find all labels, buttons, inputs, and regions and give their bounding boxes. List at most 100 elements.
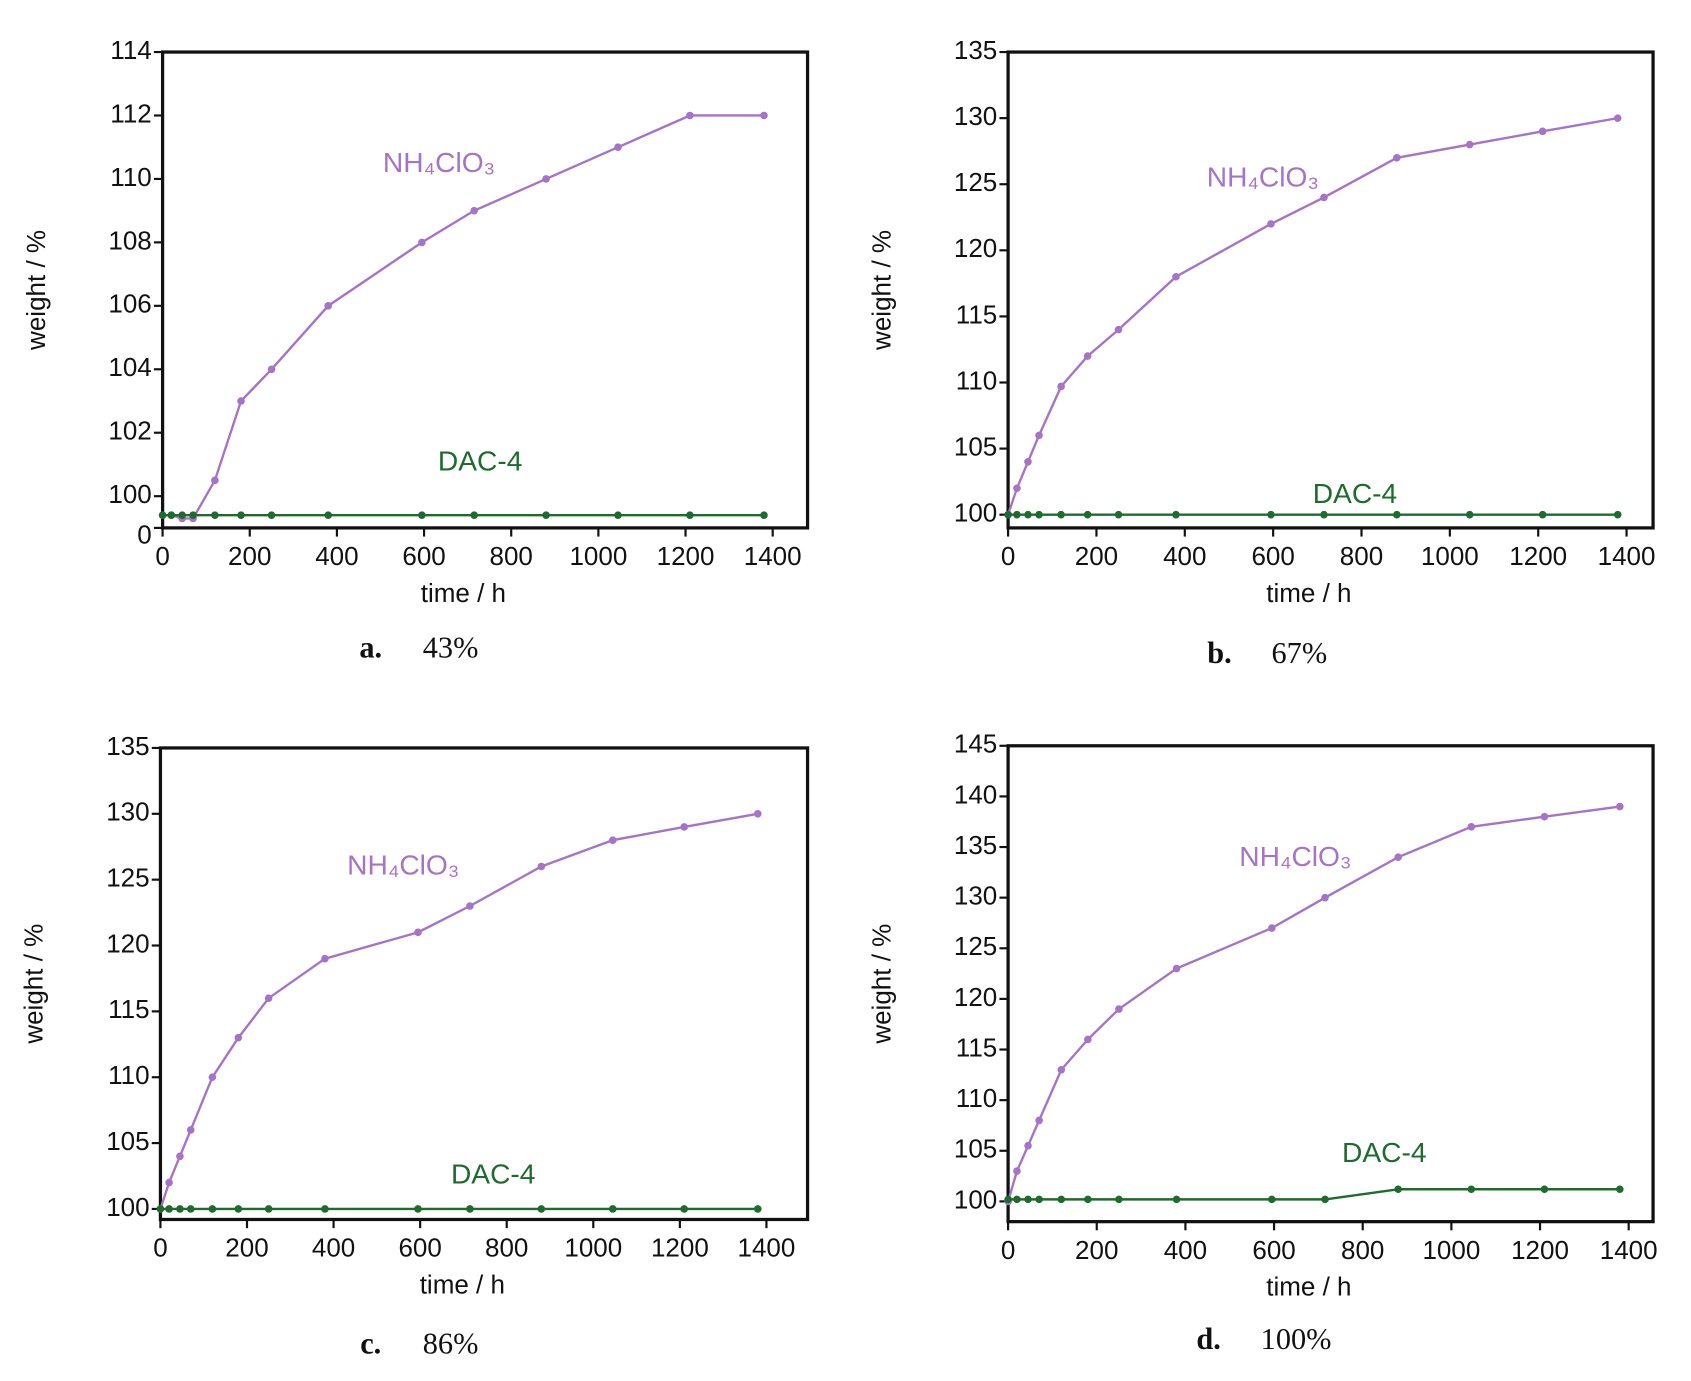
- data-point: [1268, 924, 1276, 932]
- x-tick-label: 1400: [738, 1233, 796, 1263]
- panel-letter: b.: [1207, 636, 1231, 670]
- data-point: [1465, 140, 1474, 149]
- data-point: [237, 397, 245, 405]
- panel-letter: d.: [1196, 1322, 1220, 1356]
- panel-title: 100%: [1261, 1322, 1332, 1356]
- y-tick-label: 135: [106, 731, 149, 761]
- y-tick-label: 115: [108, 994, 149, 1024]
- data-point: [537, 1205, 546, 1213]
- data-point: [1013, 1167, 1021, 1175]
- y-tick-label: 114: [110, 35, 151, 65]
- plot-frame: [160, 50, 810, 530]
- data-point: [614, 143, 622, 152]
- y-tick-label: 0: [137, 519, 151, 549]
- data-point: [321, 1205, 329, 1213]
- x-tick-label: 400: [315, 541, 358, 571]
- data-point: [208, 1073, 217, 1082]
- data-point: [470, 206, 478, 215]
- x-tick-label: 1400: [744, 541, 802, 571]
- data-point: [1013, 484, 1021, 493]
- data-point: [1393, 153, 1401, 162]
- series-label: NH₄ClO₃: [1239, 840, 1351, 872]
- y-tick-label: 100: [106, 1192, 149, 1222]
- y-tick-label: 125: [106, 863, 149, 893]
- data-point: [165, 1205, 173, 1213]
- data-point: [470, 511, 478, 520]
- plot-frame: [1006, 744, 1655, 1224]
- data-point: [1616, 1185, 1624, 1194]
- data-point: [1057, 1065, 1066, 1074]
- y-tick-label: 110: [956, 365, 997, 395]
- data-point: [753, 810, 762, 818]
- data-point: [1320, 510, 1328, 519]
- x-tick-label: 1200: [1511, 1235, 1569, 1265]
- y-tick-label: 120: [954, 233, 997, 263]
- data-point: [189, 511, 197, 520]
- data-point: [267, 365, 276, 374]
- y-axis-label: weight / %: [21, 230, 51, 351]
- data-point: [234, 1033, 243, 1042]
- x-tick-label: 1400: [1600, 1235, 1658, 1265]
- data-point: [1035, 1116, 1043, 1125]
- data-point: [156, 1205, 165, 1213]
- data-point: [542, 511, 550, 520]
- y-tick-label: 130: [954, 881, 997, 911]
- data-point: [186, 1126, 195, 1134]
- data-point: [324, 511, 332, 520]
- x-tick-label: 1400: [1598, 541, 1656, 571]
- data-point: [1267, 220, 1275, 228]
- data-point: [1024, 510, 1032, 519]
- data-point: [1321, 1195, 1329, 1204]
- data-point: [324, 302, 332, 310]
- series-label: NH₄ClO₃: [1207, 160, 1319, 192]
- x-tick-label: 400: [1163, 541, 1206, 571]
- x-tick-label: 0: [1001, 541, 1015, 571]
- y-axis-label: weight / %: [19, 924, 49, 1045]
- data-point: [321, 954, 329, 963]
- series-line: [159, 812, 758, 1210]
- x-tick-label: 0: [155, 541, 169, 571]
- data-point: [1393, 510, 1401, 519]
- x-axis-label: time / h: [420, 1270, 505, 1300]
- x-tick-label: 200: [1075, 541, 1118, 571]
- y-tick-label: 112: [110, 98, 151, 128]
- data-point: [1083, 352, 1092, 360]
- y-tick-label: 100: [954, 498, 997, 528]
- data-point: [1084, 1195, 1092, 1204]
- series-label: DAC-4: [438, 444, 523, 476]
- x-tick-label: 400: [1164, 1235, 1207, 1265]
- y-tick-label: 105: [954, 1134, 997, 1164]
- data-point: [1538, 127, 1547, 136]
- data-point: [1267, 510, 1275, 519]
- data-point: [1024, 1195, 1032, 1204]
- data-point: [1004, 510, 1012, 519]
- data-point: [1035, 431, 1043, 440]
- y-tick-label: 110: [956, 1083, 997, 1113]
- series-label: DAC-4: [1313, 477, 1398, 509]
- y-tick-label: 130: [106, 797, 149, 827]
- y-tick-label: 130: [954, 101, 997, 131]
- data-point: [1083, 510, 1092, 519]
- y-tick-label: 102: [108, 416, 151, 446]
- data-point: [234, 1205, 243, 1213]
- series-label: NH₄ClO₃: [383, 146, 495, 178]
- data-point: [264, 1205, 273, 1213]
- x-tick-label: 200: [228, 541, 271, 571]
- data-point: [1035, 1195, 1043, 1204]
- data-point: [165, 1178, 173, 1187]
- data-point: [608, 836, 617, 844]
- y-tick-label: 115: [956, 1032, 997, 1062]
- data-point: [1024, 1141, 1032, 1150]
- data-point: [1024, 458, 1032, 466]
- data-point: [418, 238, 426, 247]
- y-tick-label: 125: [954, 931, 997, 961]
- data-point: [1540, 812, 1549, 821]
- y-tick-label: 120: [954, 982, 997, 1012]
- data-point: [1035, 510, 1043, 519]
- data-point: [760, 111, 768, 120]
- data-point: [1114, 325, 1123, 334]
- x-tick-label: 200: [225, 1233, 268, 1263]
- x-tick-label: 1200: [651, 1233, 709, 1263]
- data-point: [1084, 1035, 1092, 1044]
